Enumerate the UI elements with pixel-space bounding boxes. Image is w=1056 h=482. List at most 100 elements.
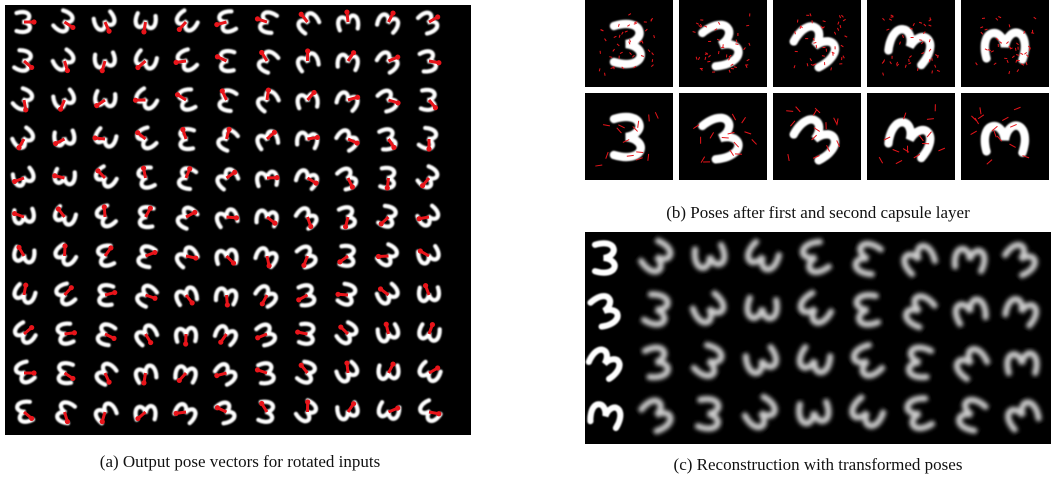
pose-arrow-head — [23, 107, 29, 113]
digit-stroke — [375, 88, 399, 114]
pose-tick — [984, 28, 988, 31]
pose-tick — [913, 153, 921, 159]
digit-stroke — [587, 293, 621, 330]
pose-tick — [809, 13, 812, 17]
pose-arrow-head — [12, 178, 18, 185]
pose-tick — [621, 31, 624, 35]
pose-tick — [904, 64, 907, 68]
pose-tick — [629, 52, 632, 56]
pose-tick — [651, 52, 654, 56]
pose-tick — [613, 35, 617, 38]
pose-arrow-head — [148, 339, 154, 346]
pose-tick — [883, 136, 891, 141]
pose-tick — [912, 22, 915, 27]
pose-tick — [1020, 52, 1024, 56]
pose-tick — [1023, 30, 1026, 34]
pose-tick — [650, 18, 653, 22]
digit-stroke — [689, 290, 727, 326]
pose-tick — [714, 28, 718, 31]
pose-arrow-head — [265, 87, 271, 93]
pose-arrow-head — [383, 321, 389, 327]
pose-arrow-head — [71, 330, 78, 336]
pose-arrow-head — [344, 9, 350, 15]
pose-arrow-head — [436, 60, 442, 66]
pose-tick — [730, 63, 734, 67]
digit-stroke — [1004, 350, 1040, 377]
pose-tick — [926, 118, 934, 120]
pose-tick — [1031, 32, 1035, 34]
pose-tick — [995, 37, 999, 41]
pose-arrow-head — [313, 180, 319, 186]
pose-arrow-head — [226, 126, 232, 132]
pose-tick — [619, 51, 623, 54]
pose-tick — [616, 127, 622, 134]
pose-tick — [908, 62, 912, 65]
pose-arrow-head — [192, 209, 198, 215]
pose-tick — [1015, 54, 1020, 56]
pose-arrow-head — [70, 24, 76, 31]
pose-tick — [890, 14, 894, 17]
pose-tick — [624, 30, 628, 33]
pose-arrow-head — [214, 372, 220, 379]
digit-stroke — [797, 289, 835, 326]
pose-tick — [833, 117, 838, 125]
pose-arrow-head — [419, 183, 426, 189]
pose-tick — [1024, 51, 1028, 55]
digit-stroke — [335, 52, 360, 73]
pose-tick — [991, 125, 998, 132]
pose-arrow-head — [23, 282, 29, 288]
pose-arrow-head — [298, 11, 304, 17]
pose-arrow-head — [64, 67, 71, 74]
pose-arrow-head — [274, 175, 280, 181]
pose-tick — [844, 35, 848, 38]
digit-stroke — [176, 87, 198, 112]
digit-stroke — [980, 28, 1029, 64]
digit-stroke — [796, 398, 832, 427]
pose-tick — [717, 21, 721, 25]
pose-tick — [813, 41, 817, 44]
pose-tick — [922, 31, 926, 35]
caption-a: (a) Output pose vectors for rotated inpu… — [100, 452, 380, 471]
pose-tick — [919, 39, 923, 41]
pose-arrow-head — [338, 324, 344, 330]
digit-stroke — [744, 294, 780, 322]
digit-stroke — [799, 238, 832, 276]
pose-arrow-head — [92, 135, 98, 141]
pose-arrow-head — [62, 243, 68, 249]
pose-arrow-head — [152, 249, 158, 256]
digit-stroke — [609, 19, 645, 69]
pose-arrow-head — [395, 405, 401, 411]
digit-stroke — [175, 47, 200, 73]
pose-tick — [814, 107, 821, 114]
pose-arrow-head — [308, 223, 314, 230]
pose-arrow-head — [301, 262, 307, 268]
pose-arrow-head — [266, 263, 272, 269]
pose-tick — [745, 64, 748, 68]
pose-tick — [993, 62, 997, 66]
pose-arrow-head — [219, 88, 225, 94]
digit-stroke — [852, 240, 884, 278]
pose-tick — [733, 141, 740, 148]
pose-tick — [839, 24, 842, 29]
pose-tick — [1011, 55, 1015, 59]
pose-tick — [974, 117, 980, 125]
pose-tick — [809, 58, 813, 62]
pose-tick — [704, 52, 708, 56]
pose-tick — [627, 24, 631, 27]
pose-tick — [709, 132, 715, 139]
digit-stroke — [10, 86, 35, 112]
pose-arrow-head — [214, 54, 221, 60]
pose-arrow-head — [31, 370, 37, 376]
digit-stroke — [694, 396, 722, 432]
pose-arrow-head — [141, 29, 147, 35]
digit-stroke — [884, 25, 935, 70]
digit-stroke — [691, 241, 728, 271]
digit-stroke — [417, 49, 439, 74]
pose-tick — [634, 21, 638, 24]
pose-tick — [735, 43, 739, 45]
digit-stroke — [255, 89, 281, 114]
pose-tick — [810, 63, 814, 67]
pose-tick — [616, 43, 620, 47]
pose-tick — [815, 44, 818, 49]
pose-tick — [632, 126, 638, 132]
